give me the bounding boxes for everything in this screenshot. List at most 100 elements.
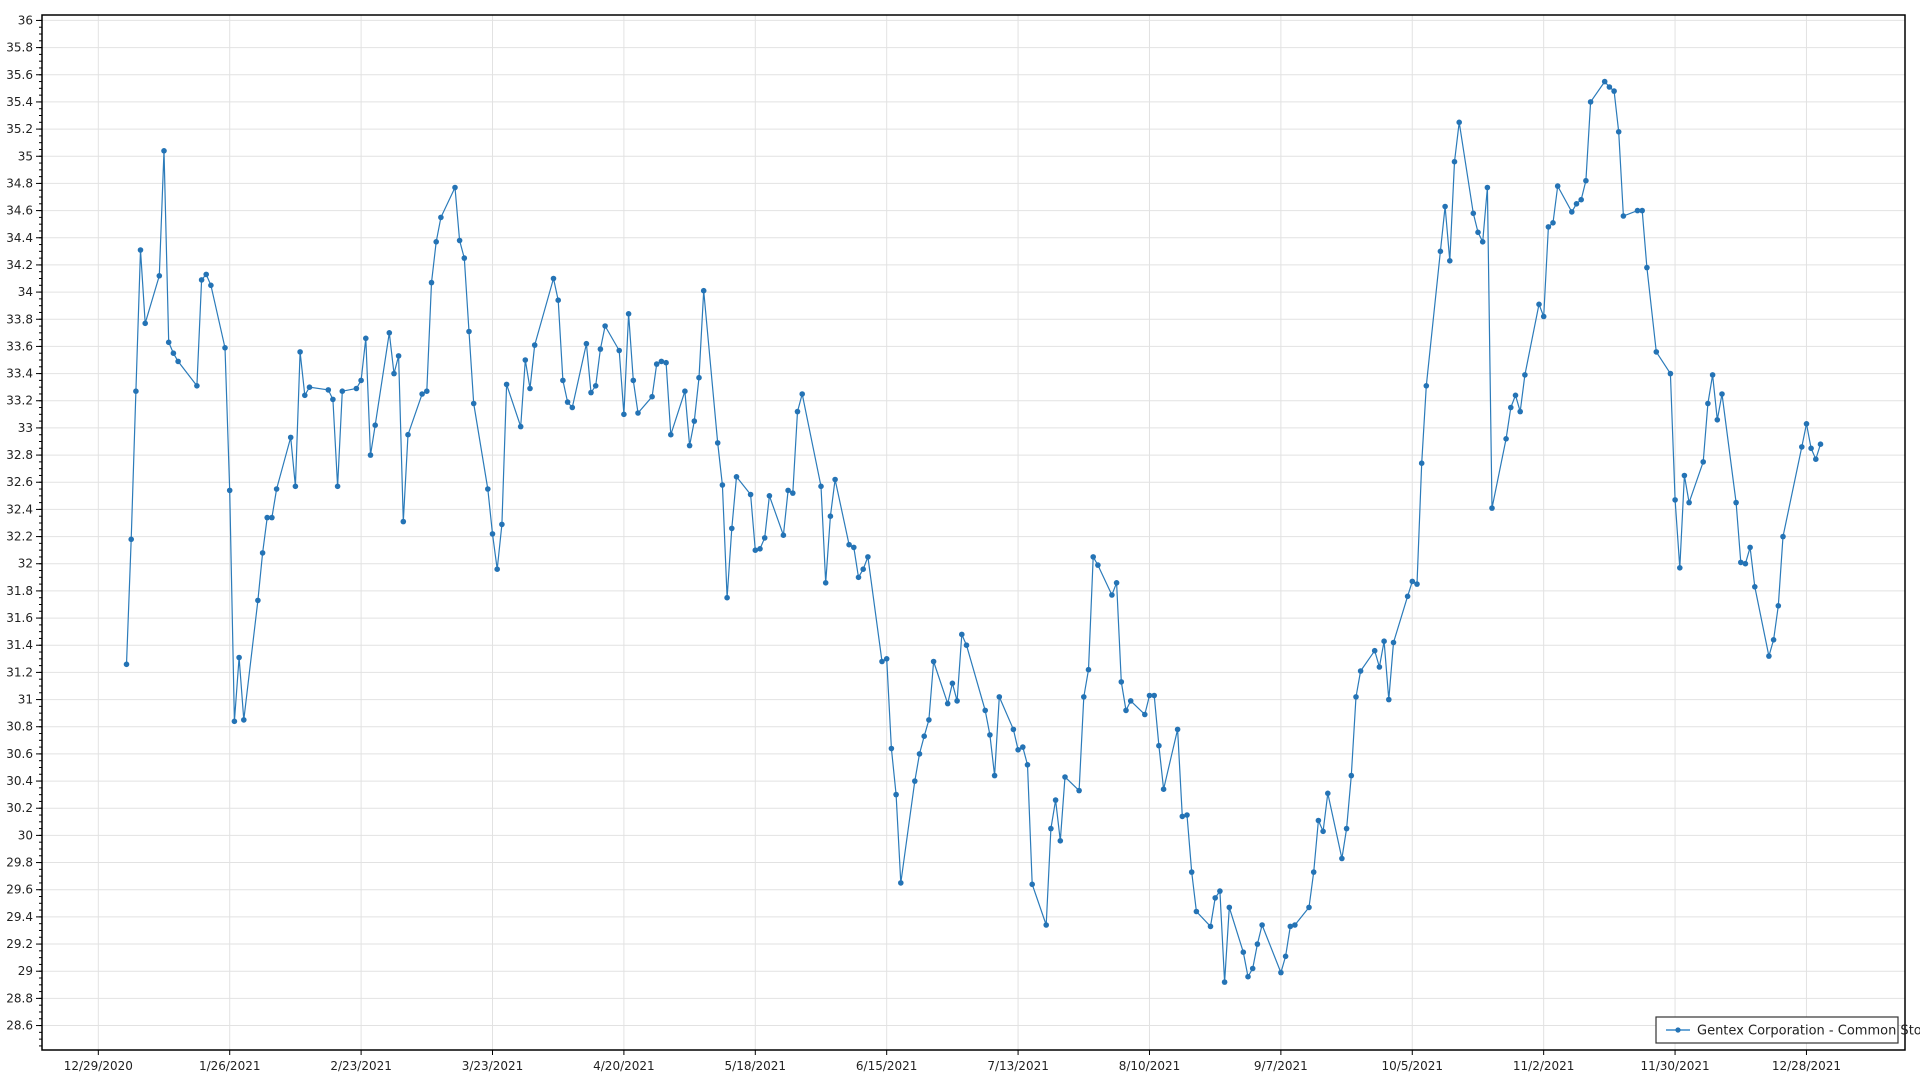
- data-point: 10/1/2021: 31.42: [1390, 639, 1397, 646]
- y-tick-label: 35.8: [6, 41, 33, 55]
- y-tick-label: 35: [18, 149, 33, 163]
- data-point: 8/5/2021: 30.92: [1123, 707, 1129, 714]
- data-point: 1/28/2021: 31.31: [236, 654, 242, 661]
- y-tick-label: 35.6: [6, 68, 33, 82]
- data-point: 4/28/2021: 33.49: [658, 358, 665, 365]
- data-point: 5/26/2021: 32.52: [790, 490, 796, 496]
- data-point: 7/29/2021: 32.05: [1090, 554, 1096, 560]
- data-point: 6/16/2021: 30.64: [888, 745, 895, 752]
- data-point: 9/16/2021: 30.03: [1320, 828, 1326, 835]
- data-point: 4/29/2021: 33.48: [663, 359, 669, 366]
- y-tick-label: 35.2: [6, 122, 33, 136]
- data-point: 6/18/2021: 29.65: [898, 880, 904, 886]
- data-point: 3/16/2021: 34.38: [456, 237, 463, 244]
- data-point: 3/26/2021: 33.32: [503, 381, 510, 388]
- data-point: 7/7/2021: 30.74: [987, 732, 993, 738]
- data-point: 11/8/2021: 34.59: [1569, 209, 1575, 215]
- data-point: 7/1/2021: 31.48: [959, 631, 965, 638]
- y-tick-label: 32.4: [6, 502, 33, 516]
- data-point: 8/13/2021: 30.34: [1160, 786, 1167, 792]
- x-axis: 12/29/2020 1/26/2021 2/23/2021 3/23/2021 4/2…: [64, 1050, 1841, 1073]
- data-point: 8/20/2021: 29.44: [1193, 908, 1200, 915]
- data-point: 4/22/2021: 33.35: [630, 377, 637, 384]
- data-point: 7/23/2021: 30.43: [1062, 774, 1068, 780]
- data-point: 10/29/2021: 33.39: [1522, 372, 1528, 378]
- x-tick-label: 1/26/2021: [199, 1059, 261, 1073]
- y-tick-label: 31.6: [6, 611, 33, 625]
- data-point: 2/1/2021: 31.73: [255, 597, 261, 604]
- data-point: 1/27/2021: 30.84: [231, 718, 238, 725]
- data-point: 12/13/2021: 32.45: [1733, 499, 1739, 506]
- data-point: 8/30/2021: 29.14: [1240, 949, 1247, 955]
- data-point: 2/5/2021: 32.55: [273, 486, 280, 492]
- data-point: 3/4/2021: 32.31: [400, 518, 407, 525]
- data-point: 8/12/2021: 30.66: [1156, 742, 1162, 749]
- x-tick-label: 12/28/2021: [1772, 1059, 1841, 1073]
- data-point: 5/3/2021: 33.27: [682, 388, 688, 395]
- data-point: 2/22/2021: 33.29: [353, 385, 360, 392]
- data-point: 9/23/2021: 31.02: [1353, 694, 1359, 700]
- data-point: 3/5/2021: 32.95: [405, 431, 411, 438]
- data-point: 2/24/2021: 33.66: [363, 335, 369, 342]
- data-point: 1/14/2021: 33.55: [170, 350, 177, 357]
- data-point: 12/23/2021: 32.2: [1780, 533, 1786, 540]
- y-tick-label: 30.8: [6, 720, 33, 734]
- data-point: 11/11/2021: 34.82: [1583, 177, 1589, 184]
- data-point: 1/11/2021: 34.12: [156, 273, 163, 279]
- data-point: 9/3/2021: 29.34: [1259, 922, 1265, 928]
- data-point: 12/9/2021: 33.06: [1714, 417, 1721, 423]
- data-point: 12/16/2021: 32.12: [1747, 544, 1753, 551]
- data-point: 11/3/2021: 34.48: [1545, 224, 1552, 230]
- x-tick-label: 2/23/2021: [330, 1059, 392, 1073]
- data-point: 8/6/2021: 30.99: [1127, 698, 1134, 704]
- plot-area-border: [41, 14, 1906, 1051]
- data-point: 2/9/2021: 32.57: [292, 483, 299, 490]
- data-point: 10/28/2021: 33.12: [1517, 408, 1523, 415]
- data-point: 3/30/2021: 33.5: [522, 357, 529, 363]
- data-point: 11/2/2021: 33.82: [1540, 313, 1547, 320]
- y-tick-label: 29.8: [6, 856, 33, 870]
- x-tick-label: 9/7/2021: [1254, 1059, 1308, 1073]
- data-point: 3/24/2021: 31.96: [494, 566, 501, 572]
- data-point: 12/28/2021: 33.03: [1803, 421, 1810, 427]
- data-point: 7/6/2021: 30.92: [982, 707, 988, 714]
- data-point: 1/6/2021: 33.27: [133, 388, 139, 395]
- y-tick-label: 33.6: [6, 339, 33, 353]
- data-point: 11/10/2021: 34.68: [1578, 196, 1584, 203]
- data-point: 5/12/2021: 31.75: [724, 594, 730, 601]
- data-point: 9/22/2021: 30.44: [1348, 772, 1355, 779]
- y-tick-label: 33.8: [6, 312, 33, 326]
- data-point: 3/29/2021: 33.01: [517, 423, 524, 430]
- data-point: 11/18/2021: 35.18: [1615, 129, 1622, 135]
- x-tick-label: 11/30/2021: [1640, 1059, 1709, 1073]
- data-point: 11/19/2021: 34.56: [1620, 213, 1627, 219]
- data-point: 8/25/2021: 29.59: [1217, 888, 1223, 894]
- data-point: 6/22/2021: 30.6: [916, 751, 923, 757]
- data-point: 4/26/2021: 33.23: [649, 393, 655, 400]
- y-tick-label: 36: [18, 13, 33, 27]
- data-point: 1/15/2021: 33.49: [175, 358, 181, 365]
- data-point: 10/21/2021: 34.77: [1484, 184, 1491, 191]
- data-point: 9/30/2021: 31: [1386, 696, 1392, 703]
- data-point: 11/30/2021: 32.47: [1672, 497, 1678, 503]
- y-tick-label: 30: [18, 828, 33, 842]
- data-point: 7/19/2021: 29.34: [1043, 922, 1049, 928]
- data-point: 2/25/2021: 32.8: [367, 452, 374, 458]
- data-point: 10/18/2021: 34.58: [1470, 210, 1477, 217]
- data-point: 12/21/2021: 31.44: [1770, 637, 1777, 643]
- data-point: 7/15/2021: 30.52: [1024, 762, 1031, 768]
- data-point: 9/7/2021: 28.99: [1278, 969, 1284, 976]
- data-point: 3/3/2021: 33.53: [395, 353, 402, 359]
- data-point: 6/8/2021: 32.12: [851, 544, 857, 551]
- data-points: 1/4/2021: 31.26 1/5/2021: 32.18 1/6/2021: …: [123, 78, 1824, 985]
- data-point: 3/23/2021: 32.22: [489, 531, 496, 537]
- data-point: 7/13/2021: 30.63: [1015, 747, 1021, 753]
- data-point: 6/11/2021: 32.05: [865, 554, 871, 560]
- data-point: 11/9/2021: 34.65: [1573, 201, 1580, 207]
- y-tick-label: 34.6: [6, 204, 33, 218]
- data-point: 1/8/2021: 33.77: [142, 320, 148, 327]
- y-tick-label: 29.2: [6, 937, 33, 951]
- data-point: 10/11/2021: 34.3: [1437, 248, 1444, 255]
- data-point: 7/8/2021: 30.44: [991, 772, 998, 779]
- x-tick-label: 3/23/2021: [462, 1059, 524, 1073]
